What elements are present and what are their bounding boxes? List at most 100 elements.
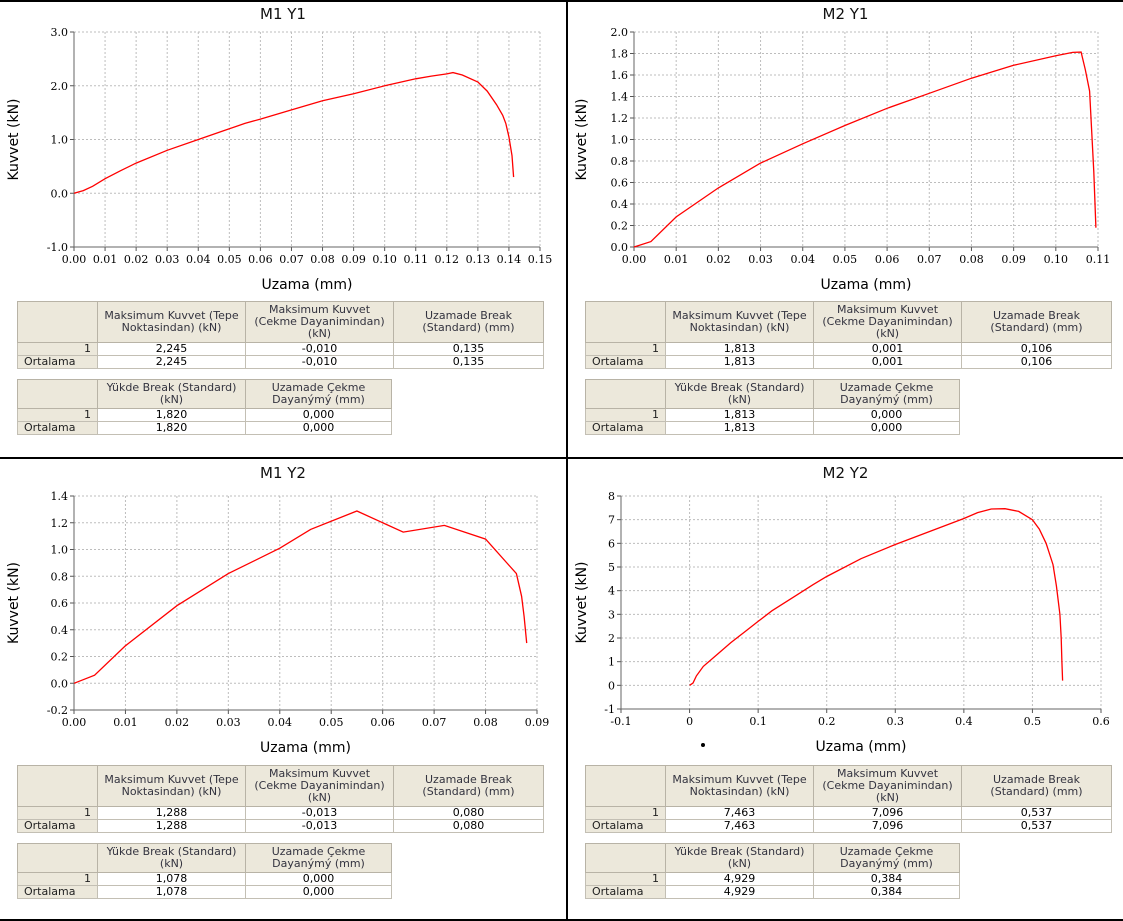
table-cell: 7,463 [665,819,814,833]
y-tick-label: 8 [608,490,615,503]
break-table: Yükde Break (Standard) (kN) Uzamade Çekme… [585,379,960,435]
break-table: Yükde Break (Standard) (kN) Uzamade Çekme… [17,843,392,899]
force-elongation-line [73,71,515,194]
x-tick-label: 0.02 [165,716,190,729]
row-label: 1 [17,872,98,886]
table-cell: 1,078 [97,885,246,899]
y-tick-label: 7 [608,514,615,527]
y-tick-label: 6 [608,537,615,550]
table-cell: 0,000 [245,885,392,899]
row-label: 1 [585,342,666,356]
y-axis-label: Kuvvet (kN) [6,99,22,181]
row-label: Ortalama [17,819,98,833]
table-cell: 1,813 [665,342,814,356]
table-cell: 7,096 [813,819,962,833]
table-cell: 7,096 [813,806,962,820]
column-header: Maksimum Kuvvet (Tepe Noktasindan) (kN) [97,765,246,807]
y-tick-label: 1.4 [51,490,69,503]
column-header: Yükde Break (Standard) (kN) [665,843,814,873]
table-row: Ortalama 7,463 7,096 0,537 [585,819,1112,833]
x-tick-label: 0.2 [818,715,836,728]
table-cell: 1,078 [97,872,246,886]
y-tick-label: 1.8 [611,48,629,61]
y-tick-label: 0.6 [51,597,69,610]
table-cell: -0,013 [245,819,394,833]
x-tick-label: 0.09 [1001,253,1026,266]
table-row: Ortalama 1,813 0,001 0,106 [585,355,1112,369]
table-cell: 0,537 [961,806,1112,820]
x-tick-label: 0.00 [62,716,87,729]
y-tick-label: 3.0 [51,26,69,39]
table-row: Ortalama 1,813 0,000 [585,421,960,435]
x-tick-label: 0.1 [749,715,767,728]
x-tick-label: 0.08 [959,253,984,266]
column-header: Maksimum Kuvvet (Cekme Dayanimindan) (kN… [245,301,394,343]
x-tick-label: 0.00 [62,253,87,266]
y-tick-label: 1.4 [611,91,629,104]
column-header: Maksimum Kuvvet (Cekme Dayanimindan) (kN… [813,765,962,807]
table-corner [17,301,98,343]
table-cell: 0,537 [961,819,1112,833]
table-cell: 0,080 [393,806,544,820]
table-corner [17,379,98,409]
x-tick-label: 0.02 [706,253,731,266]
column-header: Uzamade Break (Standard) (mm) [961,301,1112,343]
y-axis-label: Kuvvet (kN) [574,562,590,644]
break-table: Yükde Break (Standard) (kN) Uzamade Çekme… [17,379,392,435]
chart-panel: M2 Y1 0.00 0.01 0.02 0.03 0.04 0.05 0.06 0.07 0.0… [568,0,1123,457]
panel-divider [0,457,1123,459]
table-corner [585,765,666,807]
table-row: 1 1,813 0,000 [585,408,960,422]
table-cell: 0,106 [961,355,1112,369]
table-cell: 4,929 [665,872,814,886]
x-tick-label: 0.10 [372,253,397,266]
x-tick-label: 0.14 [497,253,522,266]
y-tick-label: 1.6 [611,69,629,82]
y-tick-label: 0.0 [51,187,69,200]
y-tick-label: 1.0 [611,134,629,147]
table-cell: 0,001 [813,355,962,369]
panel-divider [0,0,1123,2]
table-cell: 0,384 [813,885,960,899]
row-label: 1 [585,872,666,886]
column-header: Yükde Break (Standard) (kN) [665,379,814,409]
marker-dot [701,743,705,747]
table-row: Ortalama 1,820 0,000 [17,421,392,435]
table-corner [585,301,666,343]
row-label: Ortalama [585,355,666,369]
row-label: Ortalama [585,421,666,435]
chart-title: M2 Y2 [822,464,869,482]
x-tick-label: 0.02 [124,253,149,266]
y-tick-label: 2 [608,632,615,645]
y-tick-label: 0.0 [51,677,69,690]
y-tick-label: 0.4 [51,624,69,637]
panel-divider [566,0,568,921]
row-label: 1 [585,806,666,820]
table-cell: 7,463 [665,806,814,820]
line-chart: 0.00 0.01 0.02 0.03 0.04 0.05 0.06 0.07 0.08 0.09… [6,26,552,293]
table-cell: 0,000 [245,421,392,435]
column-header: Maksimum Kuvvet (Cekme Dayanimindan) (kN… [813,301,962,343]
table-cell: 4,929 [665,885,814,899]
column-header: Maksimum Kuvvet (Cekme Dayanimindan) (kN… [245,765,394,807]
table-row: Ortalama 1,078 0,000 [17,885,392,899]
table-cell: 0,000 [813,408,960,422]
table-cell: 0,135 [393,355,544,369]
table-cell: 0,001 [813,342,962,356]
table-row: 1 1,288 -0,013 0,080 [17,806,544,820]
y-axis-label: Kuvvet (kN) [6,562,22,644]
chart-title: M2 Y1 [822,5,869,23]
table-cell: 1,288 [97,819,246,833]
table-corner [585,843,666,873]
x-tick-label: 0.09 [341,253,366,266]
table-cell: 2,245 [97,342,246,356]
x-axis-label: Uzama (mm) [261,277,352,293]
y-tick-label: 0.6 [611,177,629,190]
table-cell: 1,820 [97,421,246,435]
row-label: Ortalama [585,819,666,833]
y-tick-label: 3 [608,608,615,621]
x-tick-label: 0.06 [248,253,273,266]
y-tick-label: -1.0 [47,241,68,254]
table-row: 1 2,245 -0,010 0,135 [17,342,544,356]
x-tick-label: 0.6 [1092,715,1110,728]
